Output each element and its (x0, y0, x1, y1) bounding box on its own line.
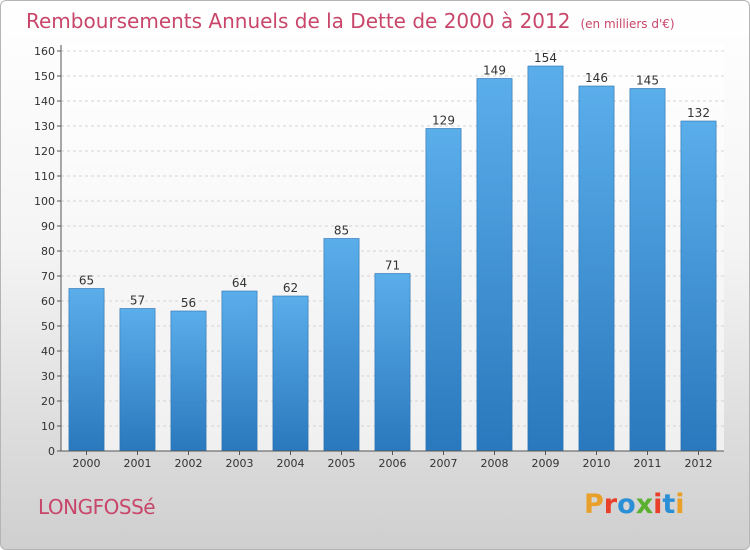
x-tick-label: 2004 (277, 457, 305, 470)
chart-title: Remboursements Annuels de la Dette de 20… (26, 9, 675, 33)
value-label: 64 (232, 276, 247, 290)
bar-2010 (578, 85, 615, 452)
y-tick-label: 10 (41, 420, 55, 433)
logo-letter: P (584, 489, 604, 520)
y-tick-label: 70 (41, 270, 55, 283)
x-tick-label: 2003 (226, 457, 254, 470)
x-tick-label: 2012 (685, 457, 713, 470)
value-labels: 65 57 56 64 62 85 71 129 149 154 146 145 132 (79, 51, 710, 310)
x-tick-label: 2007 (430, 457, 458, 470)
logo-letter: r (603, 489, 618, 520)
logo-letter: i (653, 489, 663, 520)
bar-2009 (527, 65, 564, 452)
chart-title-text: Remboursements Annuels de la Dette de 20… (26, 9, 571, 33)
value-label: 71 (385, 259, 400, 273)
logo-letter: o (617, 489, 636, 520)
value-label: 65 (79, 274, 94, 288)
chart-subtitle: (en milliers d'€) (580, 17, 675, 31)
city-name: LONGFOSSé (38, 495, 156, 519)
bar-2003 (221, 290, 258, 452)
y-tick-label: 100 (34, 195, 55, 208)
x-tick-label: 2010 (583, 457, 611, 470)
y-tick-label: 160 (34, 45, 55, 58)
bar-2001 (119, 308, 156, 452)
bar-2007 (425, 128, 462, 452)
x-tick-label: 2000 (73, 457, 101, 470)
x-tick-label: 2005 (328, 457, 356, 470)
value-label: 145 (636, 74, 659, 88)
bar-2012 (680, 120, 717, 452)
value-label: 62 (283, 281, 298, 295)
y-tick-label: 0 (48, 445, 55, 458)
y-tick-label: 40 (41, 345, 55, 358)
proxiti-logo: Proxiti (584, 489, 685, 520)
y-tick-label: 20 (41, 395, 55, 408)
x-tick-labels: 2000 2001 2002 2003 2004 2005 2006 2007 2008 2009… (73, 457, 713, 470)
axes (57, 45, 724, 455)
value-label: 85 (334, 224, 349, 238)
y-tick-label: 80 (41, 245, 55, 258)
value-label: 57 (130, 294, 145, 308)
y-tick-label: 130 (34, 120, 55, 133)
y-tick-label: 60 (41, 295, 55, 308)
value-label: 146 (585, 71, 608, 85)
bar-2006 (374, 273, 411, 452)
y-tick-label: 30 (41, 370, 55, 383)
bar-2000 (68, 288, 105, 452)
y-tick-label: 50 (41, 320, 55, 333)
y-tick-labels: 0 10 20 30 40 50 60 70 80 90 100 110 120 130 140 150 160 (34, 45, 55, 458)
bars (68, 65, 717, 452)
logo-letter: i (675, 489, 685, 520)
value-label: 154 (534, 51, 557, 65)
bar-2004 (272, 295, 309, 452)
x-tick-label: 2006 (379, 457, 407, 470)
y-tick-label: 90 (41, 220, 55, 233)
bar-2002 (170, 310, 207, 452)
y-tick-label: 140 (34, 95, 55, 108)
value-label: 56 (181, 296, 196, 310)
bar-2011 (629, 88, 666, 452)
value-label: 149 (483, 64, 506, 78)
x-tick-label: 2008 (481, 457, 509, 470)
logo-letter: t (662, 489, 676, 520)
value-label: 132 (687, 106, 710, 120)
y-tick-label: 150 (34, 70, 55, 83)
bar-2008 (476, 78, 513, 452)
value-label: 129 (432, 114, 455, 128)
x-tick-label: 2002 (175, 457, 203, 470)
logo-letter: x (635, 489, 654, 520)
y-tick-label: 120 (34, 145, 55, 158)
x-tick-label: 2009 (532, 457, 560, 470)
x-tick-label: 2011 (634, 457, 662, 470)
bar-2005 (323, 238, 360, 452)
x-tick-label: 2001 (124, 457, 152, 470)
y-tick-label: 110 (34, 170, 55, 183)
